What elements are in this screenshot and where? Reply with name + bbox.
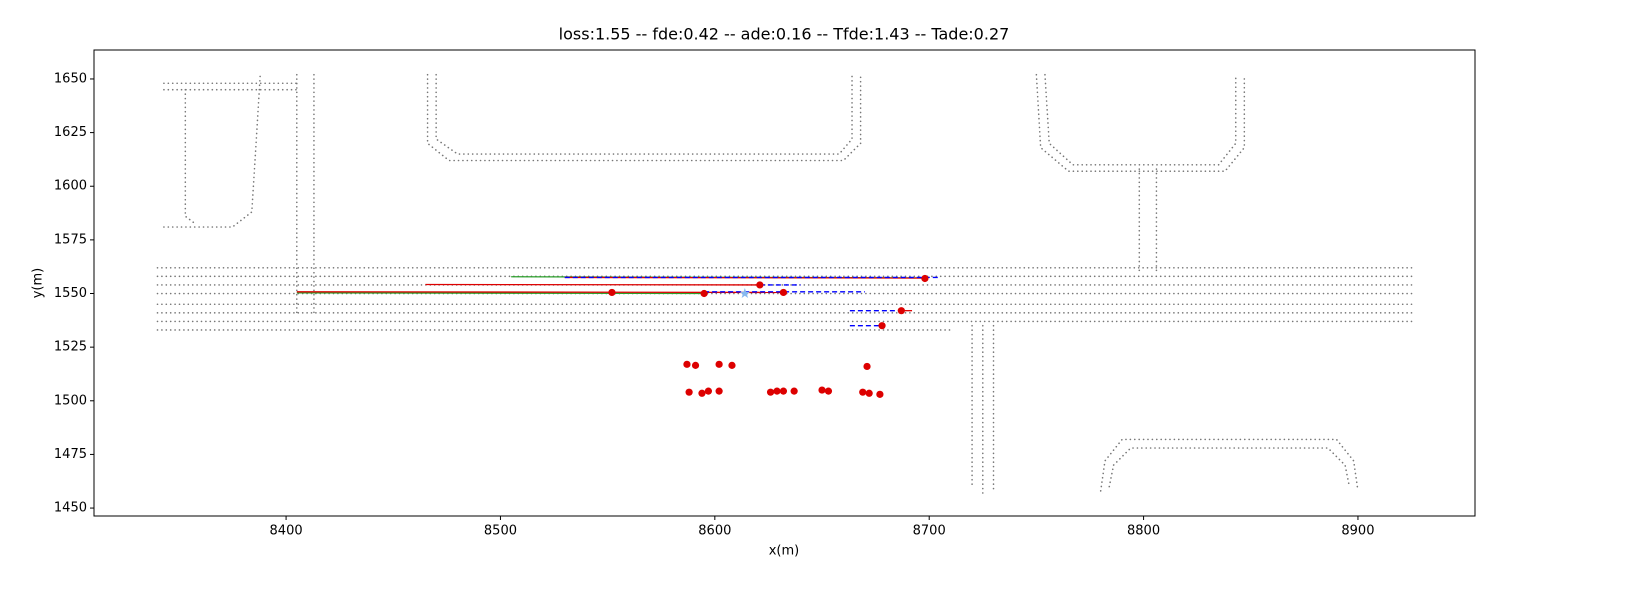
agent-point — [818, 386, 825, 393]
x-tick-label: 8900 — [1341, 524, 1374, 539]
y-tick-label: 1450 — [54, 501, 87, 516]
y-tick-label: 1625 — [54, 125, 87, 140]
agent-point — [705, 388, 712, 395]
agent-point — [780, 388, 787, 395]
trajectory — [297, 292, 784, 293]
agent-point — [866, 390, 873, 397]
agent-point — [859, 389, 866, 396]
agent-point — [921, 275, 928, 282]
agent-point — [825, 388, 832, 395]
chart-title: loss:1.55 -- fde:0.42 -- ade:0.16 -- Tfd… — [559, 25, 1010, 44]
lane-line — [185, 90, 194, 223]
lane-line — [1101, 439, 1358, 490]
y-tick-label: 1525 — [54, 340, 87, 355]
trajectory — [297, 293, 704, 294]
agent-point — [876, 391, 883, 398]
x-tick-label: 8500 — [484, 524, 517, 539]
agent-point — [698, 390, 705, 397]
agent-point — [898, 307, 905, 314]
x-tick-label: 8400 — [270, 524, 303, 539]
axes-frame — [94, 50, 1475, 516]
agent-point — [756, 281, 763, 288]
agent-point — [780, 289, 787, 296]
agent-point — [701, 290, 708, 297]
y-tick-label: 1475 — [54, 447, 87, 462]
agent-point — [773, 388, 780, 395]
agent-point — [767, 389, 774, 396]
x-tick-label: 8700 — [913, 524, 946, 539]
agent-point — [728, 362, 735, 369]
y-tick-label: 1650 — [54, 71, 87, 86]
lane-line — [1109, 448, 1349, 487]
lane-line — [1036, 75, 1244, 172]
y-axis-label: y(m) — [31, 268, 46, 299]
agent-point — [692, 362, 699, 369]
lane-line — [1045, 75, 1236, 165]
agent-point — [716, 388, 723, 395]
plot-area — [157, 73, 1411, 494]
agent-point — [608, 289, 615, 296]
y-tick-label: 1575 — [54, 232, 87, 247]
agent-point — [791, 388, 798, 395]
agent-point — [863, 363, 870, 370]
star-marker — [740, 288, 750, 298]
agent-point — [878, 322, 885, 329]
y-tick-label: 1550 — [54, 286, 87, 301]
x-tick-label: 8600 — [698, 524, 731, 539]
agent-point — [716, 361, 723, 368]
lane-line — [436, 75, 852, 154]
y-tick-label: 1500 — [54, 393, 87, 408]
lane-line — [428, 75, 861, 161]
x-tick-label: 8800 — [1127, 524, 1160, 539]
agent-point — [686, 389, 693, 396]
x-axis-label: x(m) — [769, 544, 800, 559]
agent-point — [683, 361, 690, 368]
lane-line — [164, 73, 260, 227]
y-tick-label: 1600 — [54, 179, 87, 194]
